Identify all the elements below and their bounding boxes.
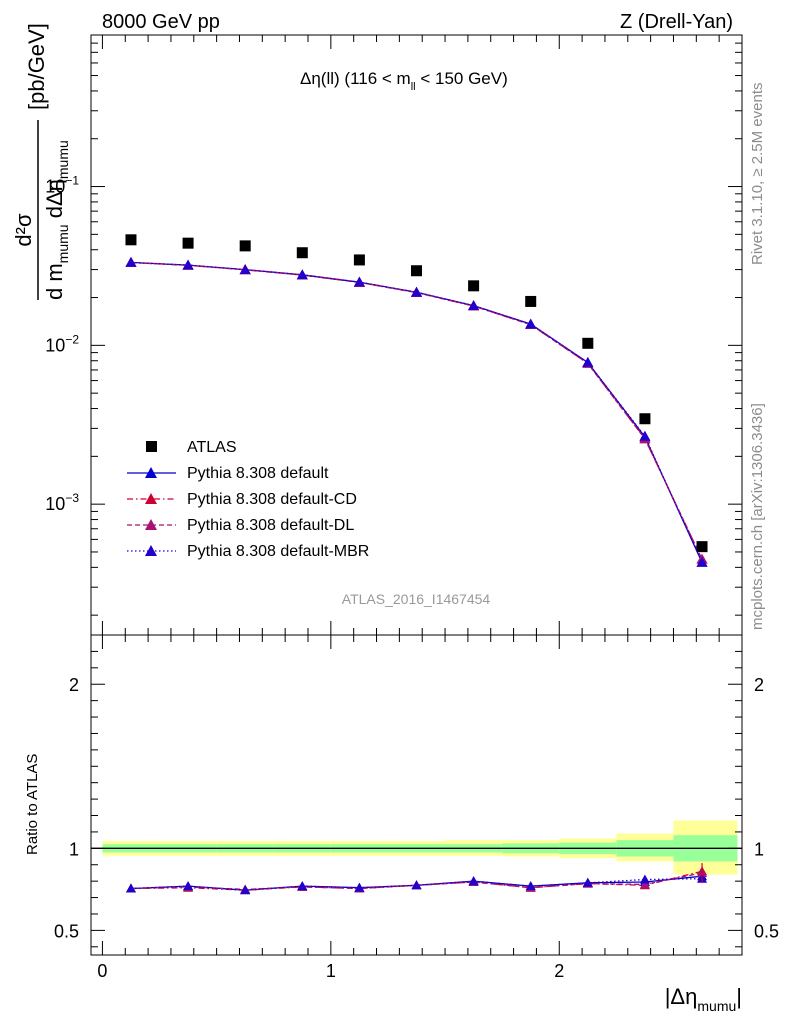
main-y-axis-label: d²σ d mmumu dΔηmumu [pb/GeV] <box>11 23 71 300</box>
data-point-mc-4 <box>239 264 251 274</box>
legend: ATLAS Pythia 8.308 default Pythia 8.308 … <box>127 439 369 560</box>
y-label-numerator: d²σ <box>11 213 36 247</box>
data-point-atlas <box>696 541 708 553</box>
y-tick-label-ratio-right: 1 <box>754 839 764 859</box>
header-process: Z (Drell-Yan) <box>620 11 733 33</box>
ratio-point-4 <box>525 881 536 891</box>
data-point-mc-4 <box>468 300 480 310</box>
plot-title: Δη(ll) (116 < mll < 150 GeV) <box>300 69 508 93</box>
data-point-atlas <box>296 247 308 259</box>
series-line-3 <box>130 261 703 560</box>
data-point-atlas <box>411 265 422 277</box>
data-point-atlas <box>239 240 251 252</box>
legend-label-dl: Pythia 8.308 default-DL <box>187 517 354 534</box>
legend-label-default: Pythia 8.308 default <box>187 465 329 482</box>
data-point-atlas <box>468 280 480 292</box>
y-tick-label-main: 10−3 <box>45 491 79 514</box>
legend-label-atlas: ATLAS <box>187 439 237 456</box>
legend-marker-atlas <box>146 441 157 452</box>
ratio-line-3 <box>130 872 703 891</box>
data-point-mc-4 <box>296 269 308 280</box>
legend-marker-mbr <box>145 545 157 556</box>
ratio-point-4 <box>125 883 136 893</box>
series-line-2 <box>130 261 703 560</box>
data-point-mc-4 <box>353 276 365 287</box>
ratio-point-4 <box>183 881 194 891</box>
ratio-point-4 <box>582 877 593 887</box>
mcplots-label: mcplots.cern.ch [arXiv:1306.3436] <box>749 403 766 630</box>
analysis-watermark: ATLAS_2016_I1467454 <box>342 591 491 607</box>
data-point-atlas <box>125 234 137 246</box>
data-point-atlas <box>353 254 365 266</box>
y-tick-label-ratio-left: 2 <box>69 675 79 695</box>
ratio-point-3 <box>639 879 650 889</box>
ratio-y-axis-label: Ratio to ATLAS <box>24 754 41 855</box>
y-label-unit: [pb/GeV] <box>24 23 49 110</box>
ratio-point-4 <box>411 880 422 890</box>
data-point-mc-4 <box>411 286 422 297</box>
ratio-point-4 <box>354 882 365 892</box>
y-tick-label-ratio-left: 0.5 <box>54 921 79 941</box>
ratio-point-4 <box>468 876 479 886</box>
data-point-mc-4 <box>182 259 194 270</box>
y-tick-label-main: 10−1 <box>45 174 79 197</box>
ratio-plot-frame <box>90 634 743 956</box>
y-tick-label-ratio-right: 0.5 <box>754 921 779 941</box>
ratio-plot-panel: 0.5 0.5 1 1 2 2 0 1 2 Ratio to ATLAS |Δηmumu| <box>24 634 779 1014</box>
x-axis-label: |Δηmumu| <box>665 984 742 1014</box>
ratio-point-4 <box>639 874 650 884</box>
data-point-atlas <box>182 237 194 249</box>
y-tick-label-ratio-left: 1 <box>69 839 79 859</box>
legend-label-cd: Pythia 8.308 default-CD <box>187 491 357 508</box>
x-tick-label: 2 <box>554 961 564 981</box>
legend-marker-cd <box>145 493 157 504</box>
y-tick-label-ratio-right: 2 <box>754 675 764 695</box>
legend-marker-default <box>145 467 157 478</box>
main-plot-panel: 10−1 10−2 10−3 Δη(ll) (116 < mll < 150 GeV… <box>11 23 743 636</box>
ratio-line-4 <box>130 878 703 891</box>
data-point-atlas <box>639 413 651 425</box>
ratio-point-4 <box>297 881 308 891</box>
x-tick-label: 1 <box>326 961 336 981</box>
legend-label-mbr: Pythia 8.308 default-MBR <box>187 543 369 560</box>
y-tick-label-main: 10−2 <box>45 332 79 355</box>
legend-marker-dl <box>145 519 157 530</box>
data-point-mc-4 <box>525 318 537 329</box>
data-point-atlas <box>525 295 537 307</box>
x-tick-label: 0 <box>97 961 107 981</box>
data-point-mc-4 <box>582 356 594 367</box>
data-point-atlas <box>582 337 594 349</box>
data-point-mc-4 <box>696 556 708 567</box>
ratio-point-4 <box>240 885 251 895</box>
data-point-mc-4 <box>125 256 137 267</box>
header-energy: 8000 GeV pp <box>102 11 220 33</box>
y-label-denominator: d mmumu dΔηmumu <box>42 140 71 300</box>
data-point-mc-4 <box>639 430 651 441</box>
rivet-version-label: Rivet 3.1.10, ≥ 2.5M events <box>749 83 766 266</box>
